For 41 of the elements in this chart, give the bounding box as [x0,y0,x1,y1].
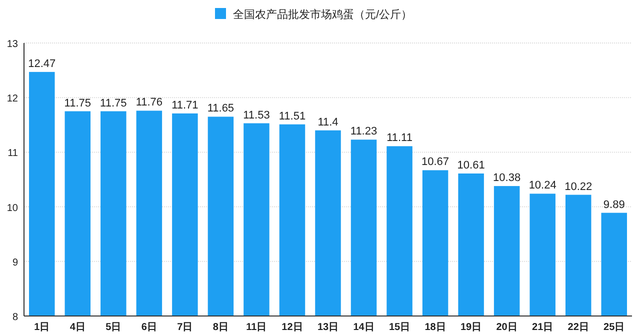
x-tick-label: 11日 [246,322,267,333]
data-label: 10.22 [564,180,592,193]
x-tick-label: 12日 [282,322,303,333]
x-tick-label: 22日 [568,322,589,333]
x-tick-label: 4日 [70,322,86,333]
data-label: 11.53 [243,109,270,122]
x-tick-label: 21日 [532,322,554,333]
data-label: 11.65 [207,102,234,115]
data-label: 9.89 [603,198,625,211]
x-tick-label: 14日 [353,322,374,333]
x-tick-label: 20日 [496,322,518,333]
x-tick-label: 6日 [141,322,157,333]
y-tick-label: 9 [12,257,18,268]
y-tick-label: 11 [8,148,18,160]
data-label: 11.75 [64,97,92,110]
data-label: 10.61 [457,159,485,172]
data-label: 11.75 [100,97,127,110]
x-tick-label: 19日 [460,322,482,333]
y-tick-label: 8 [12,312,18,323]
data-label: 12.47 [28,58,56,70]
data-label: 10.38 [493,172,521,184]
data-label: 10.24 [528,180,556,192]
x-tick-label: 13日 [317,322,339,333]
data-label: 11.4 [318,116,338,128]
x-tick-label: 1日 [34,322,50,333]
data-label: 11.11 [386,132,412,144]
x-tick-label: 15日 [388,322,410,333]
x-tick-label: 8日 [212,322,228,333]
y-tick-label: 12 [6,94,18,105]
data-label: 11.23 [350,126,378,138]
data-label: 11.76 [136,96,163,109]
data-label: 10.67 [422,156,450,168]
x-tick-label: 18日 [424,322,446,333]
data-label: 11.71 [172,99,198,112]
data-label: 11.51 [278,110,306,122]
x-tick-label: 5日 [106,322,122,333]
legend-label: 全国农产品批发市场鸡蛋（元/公斤） [233,8,412,21]
y-tick-label: 10 [6,202,18,214]
y-tick-label: 13 [6,39,18,50]
x-tick-label: 25日 [604,322,625,333]
x-tick-label: 7日 [177,322,193,333]
